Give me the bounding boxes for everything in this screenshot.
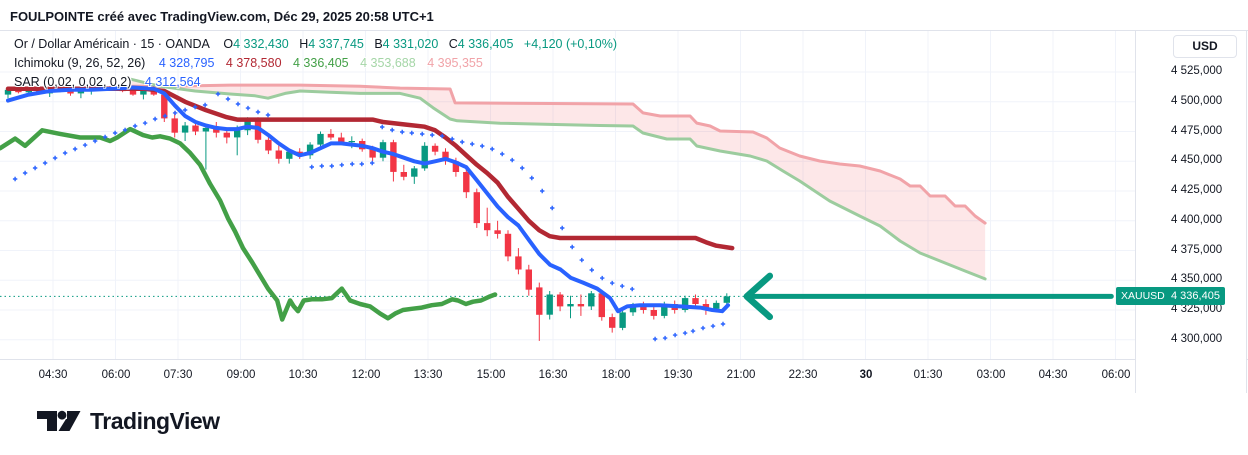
tradingview-logo-icon — [37, 410, 81, 431]
ichimoku-cloud — [128, 77, 987, 281]
time-axis-label: 22:30 — [788, 369, 818, 381]
time-axis-label: 21:00 — [726, 369, 756, 381]
kijun-line — [5, 86, 735, 251]
price-axis-label: 4 350,000 — [1171, 273, 1223, 285]
time-axis-label: 19:30 — [663, 369, 693, 381]
chikou-line — [0, 126, 498, 322]
tenkan-line — [6, 85, 730, 314]
time-axis-label: 18:00 — [601, 369, 631, 381]
price-axis-label: 4 500,000 — [1171, 95, 1223, 107]
time-axis-label: 04:30 — [38, 369, 68, 381]
time-axis-label: 16:30 — [538, 369, 568, 381]
grid-lines — [0, 31, 1135, 359]
price-axis-label: 4 400,000 — [1171, 214, 1223, 226]
price-axis[interactable]: USD 4 525,000 4 500,000 4 475,000 4 450,000… — [1135, 31, 1247, 393]
price-chart-canvas[interactable] — [0, 31, 1135, 359]
time-axis-label: 15:00 — [476, 369, 506, 381]
time-axis-label: 07:30 — [163, 369, 193, 381]
brand-text: TradingView — [90, 408, 220, 434]
price-axis-label: 4 300,000 — [1171, 333, 1223, 345]
time-axis-label: 04:30 — [1038, 369, 1068, 381]
time-axis-label: 12:00 — [351, 369, 381, 381]
time-axis-label: 03:00 — [976, 369, 1006, 381]
attribution-header: FOULPOINTE créé avec TradingView.com, Dé… — [10, 9, 434, 24]
footer: TradingView — [0, 392, 1248, 455]
price-axis-label: 4 475,000 — [1171, 125, 1223, 137]
price-axis-label: 4 450,000 — [1171, 154, 1223, 166]
time-axis-label-date: 30 — [859, 369, 873, 381]
arrow-annotation[interactable] — [743, 272, 1114, 321]
time-axis-label: 06:00 — [101, 369, 131, 381]
chart-widget: Or / Dollar Américain · 15 · OANDA O4 33… — [0, 30, 1248, 393]
time-axis-label: 06:00 — [1101, 369, 1131, 381]
time-axis-label: 10:30 — [288, 369, 318, 381]
time-axis-label: 01:30 — [913, 369, 943, 381]
time-axis-label: 13:30 — [413, 369, 443, 381]
price-axis-label: 4 425,000 — [1171, 184, 1223, 196]
time-axis[interactable]: 04:30 06:00 07:30 09:00 10:30 12:00 13:30 15:00… — [0, 359, 1248, 393]
price-axis-label: 4 325,000 — [1171, 303, 1223, 315]
last-price-value-badge: 4 336,405 — [1166, 287, 1225, 305]
last-price-symbol-badge: XAUUSD — [1116, 287, 1170, 305]
sar-dots — [12, 91, 726, 342]
price-axis-label: 4 525,000 — [1171, 65, 1223, 77]
tradingview-logo[interactable]: TradingView — [36, 408, 220, 435]
currency-toggle-button[interactable]: USD — [1173, 35, 1237, 58]
price-axis-label: 4 375,000 — [1171, 244, 1223, 256]
time-axis-label: 09:00 — [226, 369, 256, 381]
